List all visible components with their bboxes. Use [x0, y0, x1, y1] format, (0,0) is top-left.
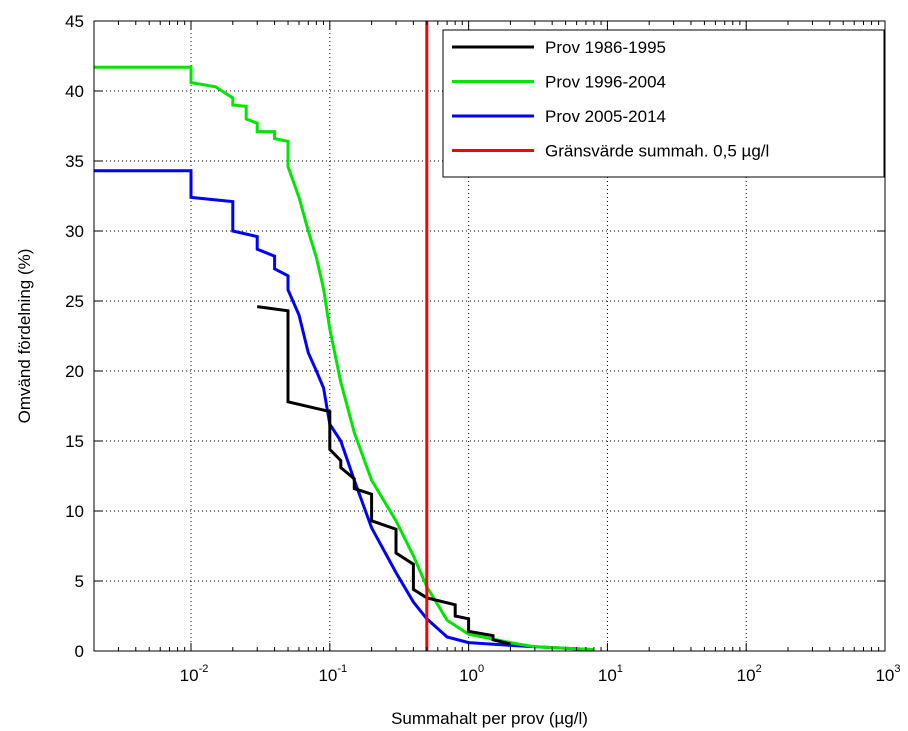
x-tick-label: 101	[598, 663, 623, 685]
legend-label: Prov 2005-2014	[545, 107, 666, 126]
x-tick-label: 102	[737, 663, 762, 685]
x-tick-label: 100	[459, 663, 484, 685]
y-tick-label: 20	[65, 362, 84, 381]
legend: Prov 1986-1995 Prov 1996-2004 Prov 2005-20…	[442, 29, 885, 178]
x-tick-label: 103	[875, 663, 900, 685]
y-tick-label: 10	[65, 502, 84, 521]
y-tick-label: 5	[75, 572, 84, 591]
plot-frame	[93, 20, 886, 652]
series-line-prov-1996-2004	[94, 65, 595, 652]
y-tick-label: 40	[65, 82, 84, 101]
legend-label: Prov 1996-2004	[545, 73, 666, 92]
tick-labels: 10-2 10-1 100 101 102 103 0 5 10 15 20 25 30 35 40 45	[65, 12, 900, 685]
y-tick-label: 15	[65, 432, 84, 451]
series-layer	[94, 21, 595, 652]
y-tick-label: 0	[75, 642, 84, 661]
x-tick-label: 10-2	[180, 663, 209, 685]
y-tick-label: 35	[65, 152, 84, 171]
series-line-prov-1986-1995	[256, 305, 511, 646]
legend-label: Prov 1986-1995	[545, 38, 666, 57]
legend-label: Gränsvärde summah. 0,5 µg/l	[545, 142, 769, 161]
y-axis-title: Omvänd fördelning (%)	[15, 249, 34, 424]
x-tick-label: 10-1	[318, 663, 347, 685]
x-axis-title: Summahalt per prov (µg/l)	[391, 709, 588, 728]
series-line-prov-2005-2014	[94, 169, 595, 652]
y-tick-label: 45	[65, 12, 84, 31]
y-tick-label: 25	[65, 292, 84, 311]
ticks	[94, 20, 886, 652]
legend-box	[442, 29, 885, 178]
y-tick-label: 30	[65, 222, 84, 241]
